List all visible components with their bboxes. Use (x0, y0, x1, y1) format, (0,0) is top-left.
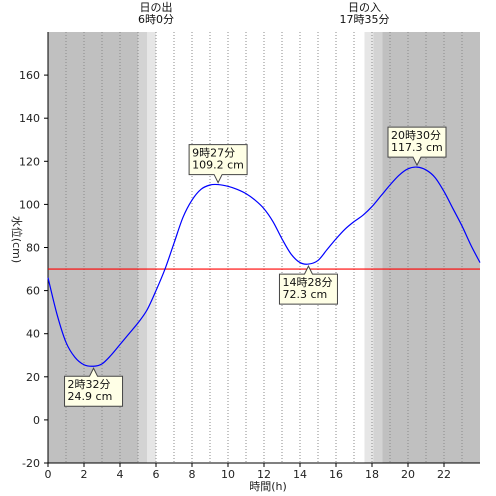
x-tick-label: 6 (153, 468, 160, 481)
callout-text: 14時28分 (282, 276, 332, 289)
callout-text: 72.3 cm (282, 288, 327, 301)
callout-box (387, 126, 447, 167)
y-tick-label: 40 (26, 328, 40, 341)
x-tick-label: 20 (401, 468, 415, 481)
twilight-band-dusk-outer (373, 32, 383, 463)
y-tick-label: 160 (19, 69, 40, 82)
y-tick-label: 0 (33, 414, 40, 427)
x-tick-label: 12 (257, 468, 271, 481)
twilight-band-dawn-inner (147, 32, 156, 463)
top-label-line: 日の入 (348, 1, 381, 14)
callout-box (64, 367, 124, 407)
twilight-band-dusk-inner (364, 32, 374, 463)
y-tick-label: -20 (22, 457, 40, 470)
y-tick-label: 140 (19, 112, 40, 125)
callout-text: 24.9 cm (68, 390, 113, 403)
callout-text: 20時30分 (391, 129, 441, 142)
y-tick-label: 120 (19, 155, 40, 168)
callout-text: 117.3 cm (391, 141, 443, 154)
callout-box (278, 264, 338, 305)
x-tick-label: 22 (437, 468, 451, 481)
x-tick-label: 4 (117, 468, 124, 481)
y-tick-label: 60 (26, 285, 40, 298)
night-band-evening (382, 32, 480, 463)
x-tick-label: 14 (293, 468, 307, 481)
x-axis-title: 時間(h) (249, 480, 287, 493)
x-tick-label: 16 (329, 468, 343, 481)
twilight-band-dawn-outer (138, 32, 147, 463)
day-band (156, 32, 365, 463)
x-tick-label: 8 (189, 468, 196, 481)
x-tick-label: 2 (81, 468, 88, 481)
callout-text: 9時27分 (192, 147, 235, 160)
callout-text: 2時32分 (68, 378, 111, 391)
y-tick-label: 100 (19, 198, 40, 211)
y-tick-label: 20 (26, 371, 40, 384)
y-axis-title: 水位(cm) (10, 216, 24, 263)
x-tick-label: 0 (45, 468, 52, 481)
top-label-line: 日の出 (140, 0, 173, 14)
x-tick-label: 10 (221, 468, 235, 481)
y-tick-label: 80 (26, 242, 40, 255)
callout-text: 109.2 cm (192, 159, 244, 172)
top-label-line: 17時35分 (339, 13, 389, 26)
top-label-line: 6時0分 (138, 13, 174, 26)
callout-box (188, 144, 248, 184)
tide-line-series-0 (47, 166, 481, 367)
x-tick-label: 18 (365, 468, 379, 481)
